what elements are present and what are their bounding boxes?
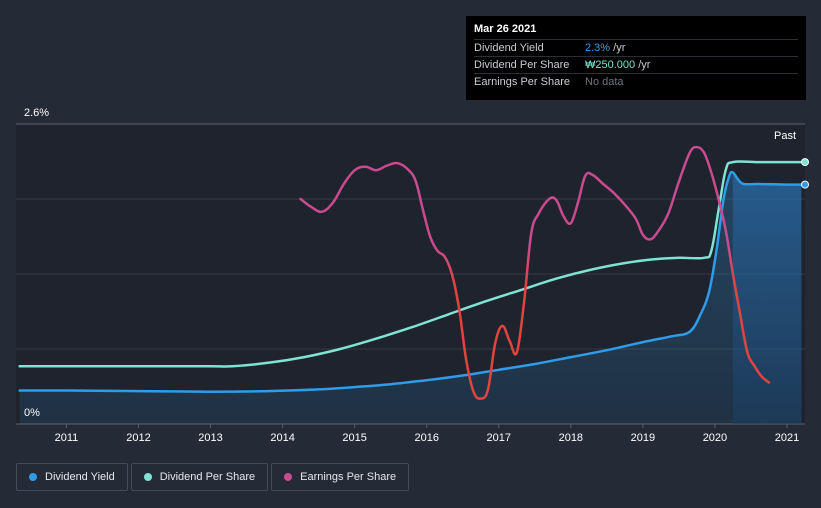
x-tick-label: 2020 xyxy=(703,432,727,444)
y-axis-ticks: 0% 2.6% xyxy=(24,107,49,419)
x-tick-label: 2012 xyxy=(126,432,150,444)
x-axis-ticks: 2011 2012 2013 2014 2015 2016 2017 2018 2019 2020… xyxy=(55,424,799,444)
x-tick-label: 2016 xyxy=(414,432,438,444)
x-tick-label: 2011 xyxy=(55,432,79,444)
tooltip-label: Dividend Yield xyxy=(474,42,544,54)
tooltip-value: No data xyxy=(585,76,624,88)
tooltip-row-dividend-per-share: Dividend Per Share ₩250.000 /yr xyxy=(474,56,798,73)
x-tick-label: 2014 xyxy=(270,432,294,444)
tooltip-value: 2.3% /yr xyxy=(585,42,625,54)
y-tick-label: 0% xyxy=(24,407,40,419)
tooltip-unit: /yr xyxy=(635,59,651,71)
chart-markers xyxy=(801,158,809,189)
tooltip-value-text: No data xyxy=(585,76,624,88)
tooltip-value-text: ₩250.000 xyxy=(585,59,636,71)
chart-legend: Dividend Yield Dividend Per Share Earnin… xyxy=(16,463,410,491)
tooltip-value-text: 2.3% xyxy=(585,42,611,54)
tooltip-row-dividend-yield: Dividend Yield 2.3% /yr xyxy=(474,39,798,56)
x-tick-label: 2013 xyxy=(198,432,222,444)
chart-lines xyxy=(18,145,803,400)
x-tick-label: 2017 xyxy=(487,432,511,444)
legend-label: Dividend Per Share xyxy=(159,471,256,483)
legend-dot-icon xyxy=(284,473,293,481)
dividend-per-share-line xyxy=(18,160,803,368)
past-label: Past xyxy=(774,130,796,142)
tooltip-label: Dividend Per Share xyxy=(474,59,570,71)
legend-item-dividend-yield[interactable]: Dividend Yield xyxy=(16,463,128,491)
tooltip-row-earnings-per-share: Earnings Per Share No data xyxy=(474,73,798,90)
earnings-per-share-line xyxy=(299,145,771,400)
x-tick-label: 2019 xyxy=(631,432,655,444)
dividend-yield-end-marker xyxy=(801,180,809,189)
tooltip-unit: /yr xyxy=(610,42,626,54)
legend-label: Dividend Yield xyxy=(45,471,115,483)
dividend-yield-area xyxy=(19,172,802,424)
tooltip-label: Earnings Per Share xyxy=(474,76,570,88)
legend-item-dividend-per-share[interactable]: Dividend Per Share xyxy=(130,463,269,491)
y-tick-label: 2.6% xyxy=(24,107,49,119)
legend-dot-icon xyxy=(29,473,37,481)
legend-item-earnings-per-share[interactable]: Earnings Per Share xyxy=(271,463,410,491)
x-tick-label: 2021 xyxy=(775,432,799,444)
legend-dot-icon xyxy=(143,473,152,481)
dividend-per-share-end-marker xyxy=(801,158,809,167)
x-tick-label: 2018 xyxy=(559,432,583,444)
hover-tooltip: Mar 26 2021 Dividend Yield 2.3% /yr Divi… xyxy=(466,16,806,100)
dividend-yield-line xyxy=(18,170,803,393)
legend-label: Earnings Per Share xyxy=(300,471,397,483)
recent-period-band xyxy=(732,172,802,424)
tooltip-value: ₩250.000 /yr xyxy=(585,59,650,71)
x-tick-label: 2015 xyxy=(342,432,366,444)
tooltip-date: Mar 26 2021 xyxy=(474,23,537,35)
